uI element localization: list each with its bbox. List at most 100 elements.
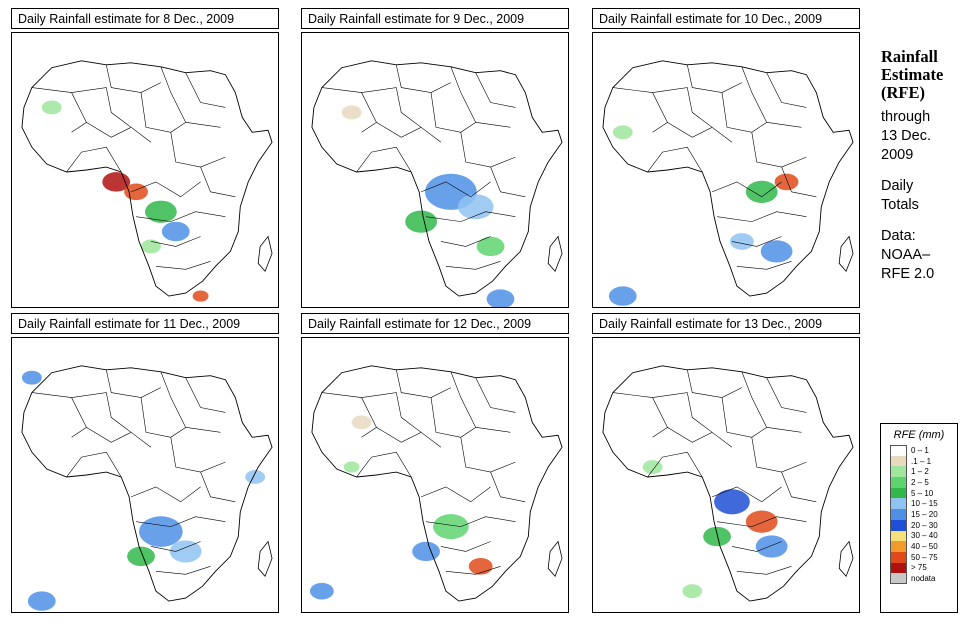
rainfall-area [161,221,190,242]
country-border [721,397,767,438]
madagascar [547,540,563,578]
data-label: Data: [881,228,916,244]
country-border [66,451,122,478]
country-border [711,486,782,503]
legend-swatch [890,519,907,531]
legend-label: 5 – 10 [911,488,934,498]
country-border [781,166,817,198]
country-border [86,122,152,143]
heading-rainfall: Rainfall [881,47,938,66]
africa-map [309,365,563,602]
country-border [160,66,221,128]
data-source-line1: NOAA– [881,247,931,263]
data-source-line2: RFE 2.0 [881,266,935,282]
country-border [185,72,226,108]
country-border [361,392,422,433]
rainfall-map [592,32,860,308]
country-border [356,451,412,478]
country-border [490,471,526,503]
map-panel-12-dec: Daily Rainfall estimate for 12 Dec., 200… [301,313,571,613]
rainfall-map [11,32,279,308]
legend-item: > 75 [881,562,957,574]
rainfall-area [141,239,161,254]
country-border [426,516,516,527]
rainfall-area [476,236,505,257]
legend-item: 0 – 1 [881,445,957,456]
country-border [155,261,211,270]
rainfall-area [412,541,440,562]
legend-item: 5 – 10 [881,487,957,499]
legend-swatch [890,551,907,563]
country-border [160,371,221,433]
madagascar [257,540,273,578]
legend-item: 20 – 30 [881,519,957,531]
country-border [766,72,807,108]
rainfall-area [21,370,42,385]
sidebar-info: Rainfall Estimate (RFE) through 13 Dec. … [881,48,967,284]
rainfall-area [169,540,202,563]
country-border [721,92,767,133]
legend-item: 10 – 15 [881,498,957,510]
country-border [130,486,201,503]
coastline [602,365,854,602]
country-border [741,371,802,433]
legend-swatch [890,530,907,542]
legend-item: 30 – 40 [881,530,957,542]
country-border [647,451,703,478]
rainfall-area [192,290,209,302]
country-border [376,427,442,448]
country-border [140,397,186,438]
country-border [741,66,802,128]
country-border [751,132,807,168]
legend-swatch [890,466,907,478]
panel-title: Daily Rainfall estimate for 12 Dec., 200… [301,313,569,334]
country-border [445,566,501,575]
legend-label: 50 – 75 [911,552,938,562]
rainfall-map [301,337,569,613]
rainfall-area [642,460,663,475]
legend-swatch [890,562,907,574]
country-border [71,87,132,128]
country-border [430,92,476,133]
country-border [150,541,201,552]
country-border [136,211,226,222]
rainfall-map [592,337,860,613]
rainfall-area [145,200,177,223]
madagascar [838,235,854,273]
rainfall-area [745,510,778,533]
country-border [430,397,476,438]
legend-item: 1 – 2 [881,466,957,478]
legend-label: 10 – 15 [911,499,938,509]
country-border [71,392,132,433]
legend-item: nodata [881,573,957,584]
country-border [652,87,713,128]
country-border [647,146,703,173]
daily-label: Daily [881,178,914,194]
map-panel-10-dec: Daily Rainfall estimate for 10 Dec., 200… [592,8,862,308]
legend-swatch [890,445,907,456]
legend-swatch [890,477,907,488]
country-border [170,132,226,168]
rainfall-area [127,546,155,567]
legend-item: 2 – 5 [881,477,957,488]
africa-map [602,365,854,602]
legend-item: 15 – 20 [881,509,957,520]
legend-item: .1 – 1 [881,455,957,467]
legend-swatch [890,541,907,552]
madagascar [257,235,273,273]
coastline [21,365,273,602]
rainfall-area [682,584,703,599]
legend-label: 40 – 50 [911,542,938,552]
country-border [321,392,377,438]
country-border [766,377,807,413]
legend-label: .1 – 1 [911,456,932,466]
rainfall-area [27,591,56,611]
country-border [155,566,211,575]
country-border [475,377,516,413]
legend-title: RFE (mm) [893,429,945,441]
coastline [21,60,273,297]
panel-title: Daily Rainfall estimate for 13 Dec., 200… [592,313,860,334]
country-border [31,87,87,133]
legend-swatch [890,509,907,520]
